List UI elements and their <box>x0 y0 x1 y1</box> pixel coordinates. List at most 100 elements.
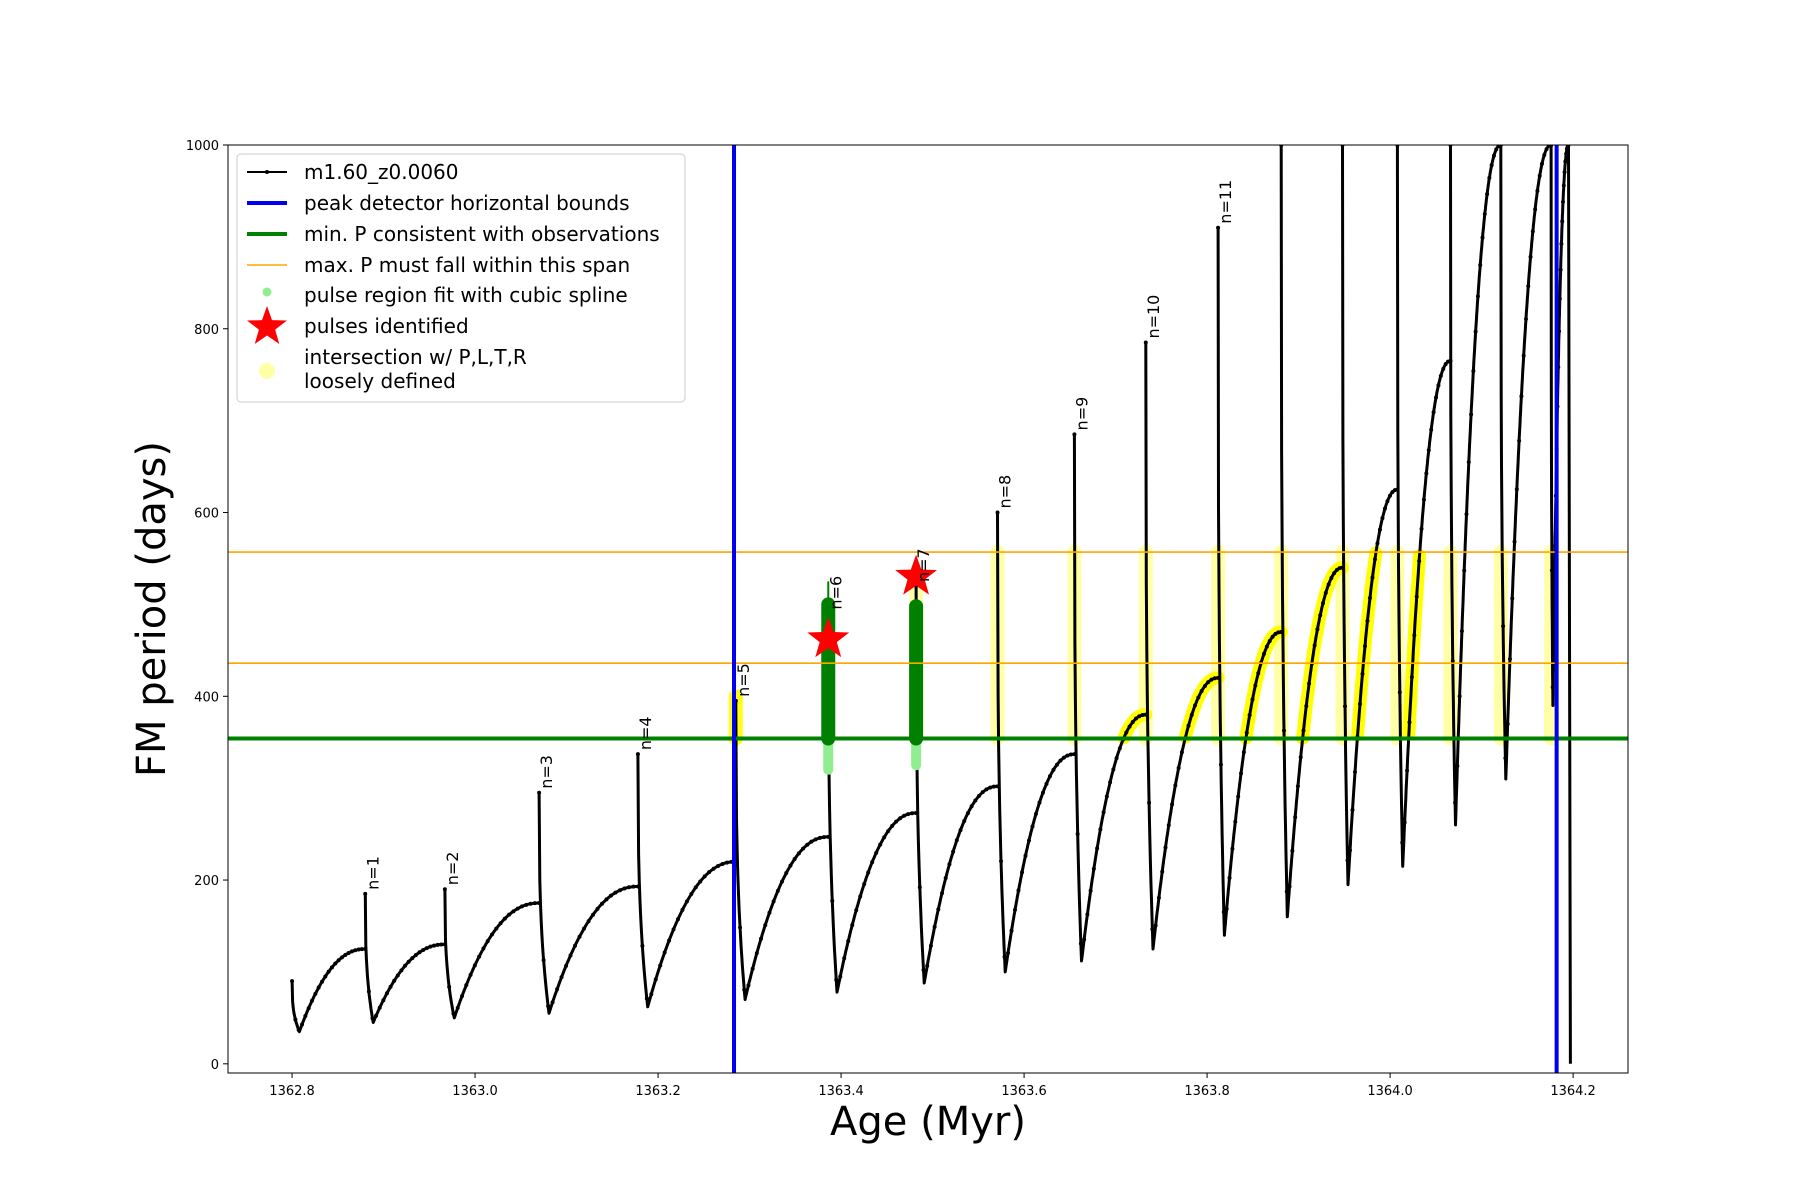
model-point <box>1068 752 1073 757</box>
model-point <box>1054 762 1059 767</box>
model-point <box>925 963 930 968</box>
model-point <box>631 884 636 889</box>
model-point <box>1270 634 1275 639</box>
model-point <box>854 908 859 913</box>
model-point <box>842 956 847 961</box>
model-point <box>1233 819 1238 824</box>
model-point <box>767 910 772 915</box>
model-point <box>1478 262 1483 267</box>
y-tick-label: 200 <box>194 874 219 889</box>
model-point <box>1475 294 1480 299</box>
model-point <box>428 944 433 949</box>
model-point <box>1450 658 1455 663</box>
model-point <box>546 1004 551 1009</box>
model-point <box>898 816 903 821</box>
model-point <box>511 909 516 914</box>
model-point <box>1301 728 1306 733</box>
model-point <box>442 887 447 892</box>
model-point <box>399 968 404 973</box>
model-point <box>951 849 956 854</box>
model-point <box>1469 412 1474 417</box>
model-point <box>435 942 440 947</box>
model-point <box>1253 683 1258 688</box>
model-point <box>1170 802 1175 807</box>
model-point <box>410 956 415 961</box>
model-point <box>1370 575 1375 580</box>
model-point <box>1315 627 1320 632</box>
model-point <box>995 510 1000 515</box>
model-point <box>388 984 393 989</box>
model-point <box>1523 316 1528 321</box>
model-point <box>406 959 411 964</box>
model-point <box>801 846 806 851</box>
model-point <box>644 996 649 1001</box>
model-point <box>1247 713 1252 718</box>
model-point <box>1098 827 1103 832</box>
model-point <box>1459 629 1464 634</box>
model-point <box>1312 643 1317 648</box>
model-point <box>1065 753 1070 758</box>
model-point <box>1441 366 1446 371</box>
model-point <box>349 949 354 954</box>
model-point <box>1002 954 1007 959</box>
model-point <box>759 936 764 941</box>
legend-label: peak detector horizontal bounds <box>304 191 630 215</box>
model-point <box>1202 683 1207 688</box>
model-point <box>1227 875 1232 880</box>
model-point <box>1443 362 1448 367</box>
model-point <box>1147 800 1152 805</box>
model-point <box>1434 395 1439 400</box>
model-point <box>421 948 426 953</box>
model-point <box>1362 644 1367 649</box>
model-point <box>890 823 895 828</box>
model-point <box>1326 582 1331 587</box>
model-point <box>1482 212 1487 217</box>
model-point <box>374 1013 379 1018</box>
model-point <box>1127 724 1132 729</box>
model-point <box>439 942 444 947</box>
model-point <box>1044 781 1049 786</box>
model-point <box>1236 794 1241 799</box>
model-point <box>468 972 473 977</box>
pulse-label: n=7 <box>914 548 933 582</box>
model-point <box>472 963 477 968</box>
x-tick-label: 1363.4 <box>818 1084 864 1099</box>
model-point <box>1510 596 1515 601</box>
model-point <box>1047 774 1052 779</box>
model-point <box>577 934 582 939</box>
model-point <box>1082 937 1087 942</box>
pulse-label: n=2 <box>443 852 462 886</box>
model-point <box>1241 750 1246 755</box>
model-point <box>568 953 573 958</box>
model-point <box>1501 624 1506 629</box>
model-point <box>1367 595 1372 600</box>
model-point <box>1539 161 1544 166</box>
legend-label: loosely defined <box>304 369 456 393</box>
model-point <box>333 961 338 966</box>
model-point <box>1491 153 1496 158</box>
model-point <box>1487 175 1492 180</box>
model-point <box>1323 590 1328 595</box>
model-point <box>1137 714 1142 719</box>
model-point <box>1216 675 1221 680</box>
model-point <box>1542 152 1547 157</box>
y-tick-label: 800 <box>194 323 219 338</box>
model-point <box>940 891 945 896</box>
model-point <box>1013 907 1018 912</box>
model-point <box>1212 676 1217 681</box>
model-point <box>1387 493 1392 498</box>
model-point <box>591 912 596 917</box>
model-point <box>680 907 685 912</box>
model-point <box>1347 848 1352 853</box>
x-tick-label: 1362.8 <box>269 1084 315 1099</box>
model-point <box>999 859 1004 864</box>
model-point <box>635 752 640 757</box>
model-point <box>1019 870 1024 875</box>
model-point <box>1407 720 1412 725</box>
model-point <box>1224 906 1229 911</box>
model-point <box>1519 394 1524 399</box>
model-point <box>1471 368 1476 373</box>
model-point <box>954 838 959 843</box>
model-point <box>742 987 747 992</box>
model-point <box>910 811 915 816</box>
